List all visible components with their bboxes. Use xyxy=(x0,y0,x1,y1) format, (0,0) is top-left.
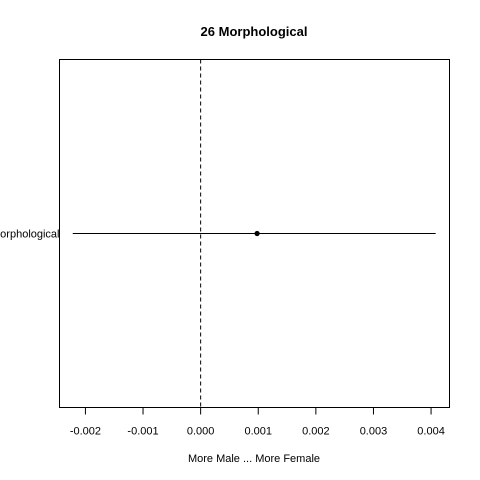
x-tick-label: 0.001 xyxy=(244,426,272,438)
x-axis-label: More Male ... More Female xyxy=(188,453,320,465)
x-axis-ticks: -0.002 -0.001 0.000 0.001 0.002 0.003 0.004 xyxy=(70,407,445,438)
x-tick-label: 0.002 xyxy=(302,426,330,438)
estimate-marks xyxy=(72,230,436,237)
estimate-point xyxy=(254,230,260,237)
x-tick-label: 0.004 xyxy=(417,426,445,438)
x-tick-label: -0.001 xyxy=(127,426,158,438)
chart-title: 26 Morphological xyxy=(201,24,308,39)
y-axis-labels: Morphological xyxy=(0,229,60,241)
category-label: Morphological xyxy=(0,229,60,241)
x-tick-label: 0.003 xyxy=(360,426,388,438)
x-tick-label: 0.000 xyxy=(187,426,215,438)
x-tick-label: -0.002 xyxy=(70,426,101,438)
